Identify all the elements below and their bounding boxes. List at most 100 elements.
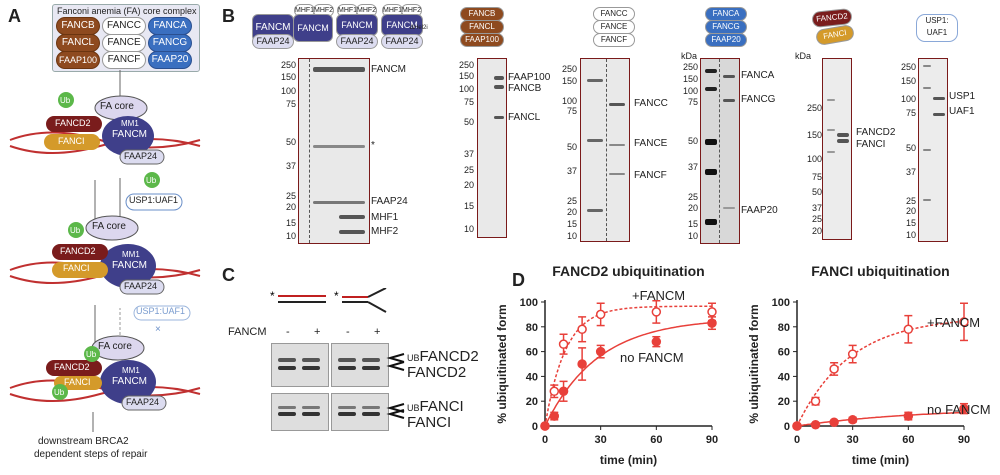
chart-fanci-ubiquitination: FANCI ubiquitination 0 20 40 60 80 100 0 30 60 90 t… — [747, 263, 991, 467]
chart1-xtick-label: 60 — [650, 434, 662, 446]
faap24-label-3: FAAP24 — [126, 397, 160, 407]
chart1-series-no-fancm-point — [707, 318, 717, 328]
protein-fanca: FANCA — [148, 17, 192, 35]
chart2-series-plus-fancm-point — [829, 364, 839, 374]
gel4-label-fanca: FANCA — [741, 70, 775, 81]
substrate-star-2: * — [334, 289, 339, 303]
usp1-label-2: USP1:UAF1 — [136, 306, 186, 316]
gel4-label-fancg: FANCG — [741, 94, 776, 105]
gel6-mw-150: 150 — [900, 76, 916, 86]
chart2-ytick-label: 80 — [778, 322, 790, 334]
gel4-header-fancg: FANCG — [705, 20, 747, 34]
gel2-mw-20: 20 — [463, 180, 474, 190]
fancd2-blot-label: FANCD2 — [407, 364, 467, 381]
chart1-series-no-fancm-label: no FANCM — [620, 350, 684, 365]
gel4-header-faap20: FAAP20 — [705, 33, 747, 47]
chart2-xtick-label: 30 — [847, 434, 859, 446]
chart2-xtick-label: 90 — [958, 434, 970, 446]
gel4-header-fanca: FANCA — [705, 7, 747, 21]
chart2-series-plus-fancm-point — [959, 317, 969, 327]
blot-fancd2-1 — [271, 343, 329, 387]
gel1-mw-250: 250 — [280, 60, 296, 70]
gel5-kda: kDa — [795, 51, 812, 61]
chart2-xtick-label: 60 — [902, 434, 914, 446]
chart1-series-no-fancm-point — [558, 386, 569, 397]
chart1-series-plus-fancm-point — [651, 307, 662, 317]
pathway-diagram: × — [9, 70, 201, 432]
gel1-mw-100: 100 — [280, 86, 296, 96]
gel4-kda: kDa — [681, 51, 698, 61]
gel3-mw-250: 250 — [561, 64, 577, 74]
chart2-ytick-label: 40 — [778, 371, 790, 383]
gel5-mw-50: 50 — [811, 187, 822, 197]
gel4-mw-150: 150 — [682, 74, 698, 84]
fanci-label-1: FANCI — [58, 136, 85, 146]
faap24-label-2: FAAP24 — [124, 281, 158, 291]
chart1-xlabel: time (min) — [600, 453, 657, 467]
chart2-ytick-label: 100 — [772, 297, 790, 309]
gel1-mw-25: 25 — [285, 191, 296, 201]
blot-arrows — [386, 353, 405, 419]
ub-fancd2-name: FANCD2 — [419, 348, 479, 365]
mm1-label-2: MM1 — [122, 250, 140, 259]
ub-fanci-name: FANCI — [419, 398, 464, 415]
chart1-series-plus-fancm-point — [558, 339, 569, 349]
gel3-mw-37: 37 — [566, 166, 577, 176]
fancm-label-2: FANCM — [112, 260, 147, 271]
chart2-ytick-label: 60 — [778, 347, 790, 359]
gel4-mw-25: 25 — [687, 192, 698, 202]
gel2-header-fancl: FANCL — [460, 20, 504, 34]
complex-fancm-2: FANCM — [336, 14, 378, 36]
chart1-xtick-label: 30 — [595, 434, 607, 446]
gel3-mw-50: 50 — [566, 142, 577, 152]
gel3-mw-150: 150 — [561, 76, 577, 86]
protein-fancc: FANCC — [102, 17, 146, 35]
chart2-series-no-fancm-point — [847, 415, 858, 425]
gel4-mw-10: 10 — [687, 231, 698, 241]
chart2-series-plus-fancm-point — [810, 396, 821, 406]
fanci-label-2: FANCI — [63, 263, 90, 273]
panelc-plus-1: + — [314, 326, 321, 338]
gel6-mw-250: 250 — [900, 62, 916, 72]
fancd2-label-3: FANCD2 — [54, 362, 90, 372]
gel5-mw-150: 150 — [806, 130, 822, 140]
fancd2-label-2: FANCD2 — [60, 246, 96, 256]
gel-fanca — [700, 58, 740, 244]
gel6-header-usp1: USP1: — [925, 16, 949, 25]
panel-label-c: C — [222, 265, 235, 285]
gel1-mw-20: 20 — [285, 202, 296, 212]
chart2-series-no-fancm-point — [810, 420, 821, 430]
delta-hel2i: ΔHel2i — [410, 25, 428, 31]
usp1-label-1: USP1:UAF1 — [129, 195, 179, 205]
chart1-series-no-fancm-point — [595, 346, 606, 357]
gel3-mw-20: 20 — [566, 207, 577, 217]
gel3-header-fancf: FANCF — [593, 33, 635, 47]
chart1-series-no-fancm-line — [544, 321, 713, 427]
gel2-header-faap100: FAAP100 — [460, 33, 504, 47]
gel4-mw-75: 75 — [687, 97, 698, 107]
panelc-minus-1: - — [286, 326, 290, 338]
chart1-ytick-label: 40 — [526, 371, 538, 383]
gel6-mw-50: 50 — [905, 143, 916, 153]
gel4-mw-37: 37 — [687, 162, 698, 172]
panel-label-a: A — [8, 6, 21, 26]
protein-fancg: FANCG — [148, 34, 192, 52]
gel-fancc — [580, 58, 630, 242]
chart2-series-no-fancm-label: no FANCM — [927, 402, 991, 417]
fa-core-label-2: FA core — [92, 221, 126, 232]
chart2-series-no-fancm-point — [959, 403, 969, 414]
ub-label-3: Ub — [70, 226, 81, 235]
fanci-blot-label: FANCI — [407, 414, 452, 431]
protein-faap100: FAAP100 — [56, 51, 100, 69]
chart2-ytick-label: 20 — [778, 396, 790, 408]
gel1-label-faap24: FAAP24 — [371, 196, 408, 207]
protein-faap20: FAAP20 — [148, 51, 192, 69]
core-complex-title: Fanconi anemia (FA) core complex — [57, 6, 197, 16]
chart1-series-plus-fancm-label: +FANCM — [632, 288, 685, 303]
gel6-mw-37: 37 — [905, 167, 916, 177]
svg-text:×: × — [155, 324, 161, 335]
gel5-mw-250: 250 — [806, 103, 822, 113]
chart1-series-plus-fancm-line — [544, 305, 713, 427]
chart2-series-no-fancm-line — [796, 411, 965, 427]
gel1-mw-75: 75 — [285, 99, 296, 109]
